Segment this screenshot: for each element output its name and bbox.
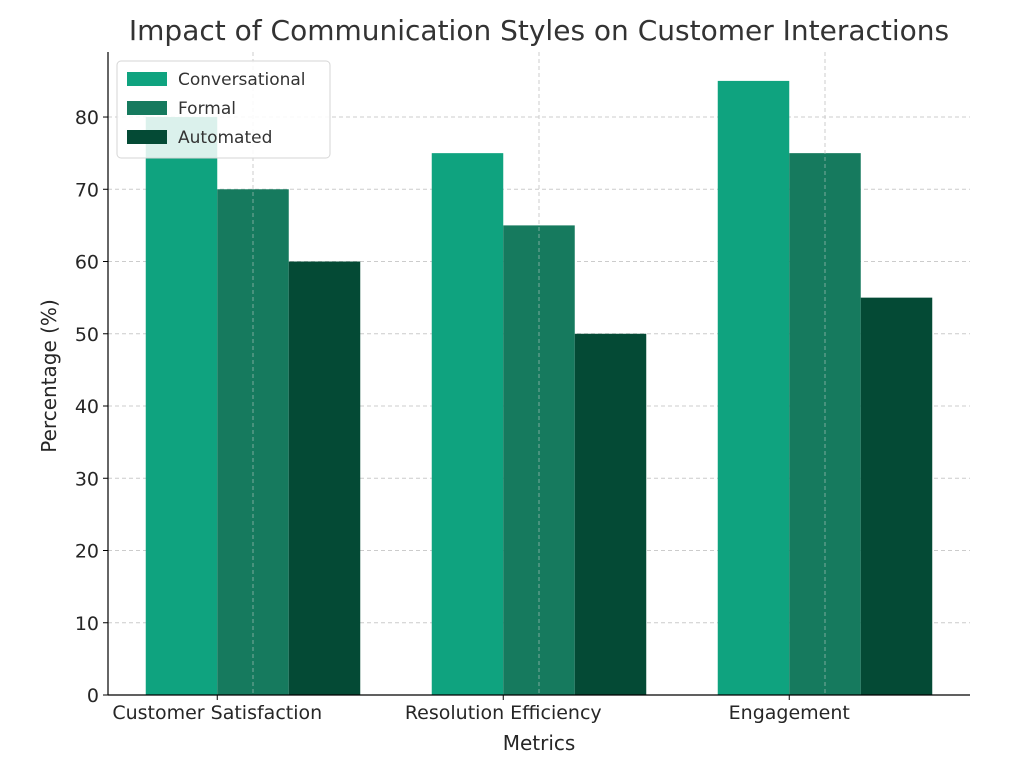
axes xyxy=(107,52,970,696)
y-tick-label: 40 xyxy=(75,396,99,418)
bar-automated-3 xyxy=(860,297,933,695)
y-tick-label: 70 xyxy=(75,179,99,201)
x-tick-label: Engagement xyxy=(729,702,850,724)
legend: Conversational Formal Automated xyxy=(116,60,331,159)
x-tick-label: Resolution Efficiency xyxy=(405,702,602,724)
bar-conversational-1 xyxy=(145,117,218,696)
legend-label-conversational: Conversational xyxy=(178,70,306,90)
y-tick-label: 50 xyxy=(75,324,99,346)
bar-conversational-3 xyxy=(717,80,790,696)
bar-automated-1 xyxy=(288,261,361,695)
bar-automated-2 xyxy=(574,333,647,695)
y-tick-label: 20 xyxy=(75,541,99,563)
legend-label-automated: Automated xyxy=(178,128,272,148)
chart-title: Impact of Communication Styles on Custom… xyxy=(129,14,949,47)
x-tick-label: Customer Satisfaction xyxy=(112,702,322,724)
y-axis-label: Percentage (%) xyxy=(37,299,61,452)
legend-swatch-automated xyxy=(127,130,167,144)
y-tick-label: 10 xyxy=(75,613,99,635)
y-tick-label: 80 xyxy=(75,107,99,129)
bar-formal-1 xyxy=(217,189,289,696)
bar-conversational-2 xyxy=(431,153,504,696)
tick-labels: 0 10 20 30 40 50 60 70 80 Customer Satisfaction Re… xyxy=(75,107,850,724)
y-tick-label: 30 xyxy=(75,468,99,490)
legend-label-formal: Formal xyxy=(178,99,236,119)
y-tick-label: 0 xyxy=(87,685,99,707)
legend-swatch-formal xyxy=(127,101,167,115)
legend-swatch-conversational xyxy=(127,72,167,86)
bars xyxy=(145,52,933,696)
legend-box xyxy=(116,60,331,159)
x-axis-label: Metrics xyxy=(503,731,576,755)
y-tick-label: 60 xyxy=(75,252,99,274)
